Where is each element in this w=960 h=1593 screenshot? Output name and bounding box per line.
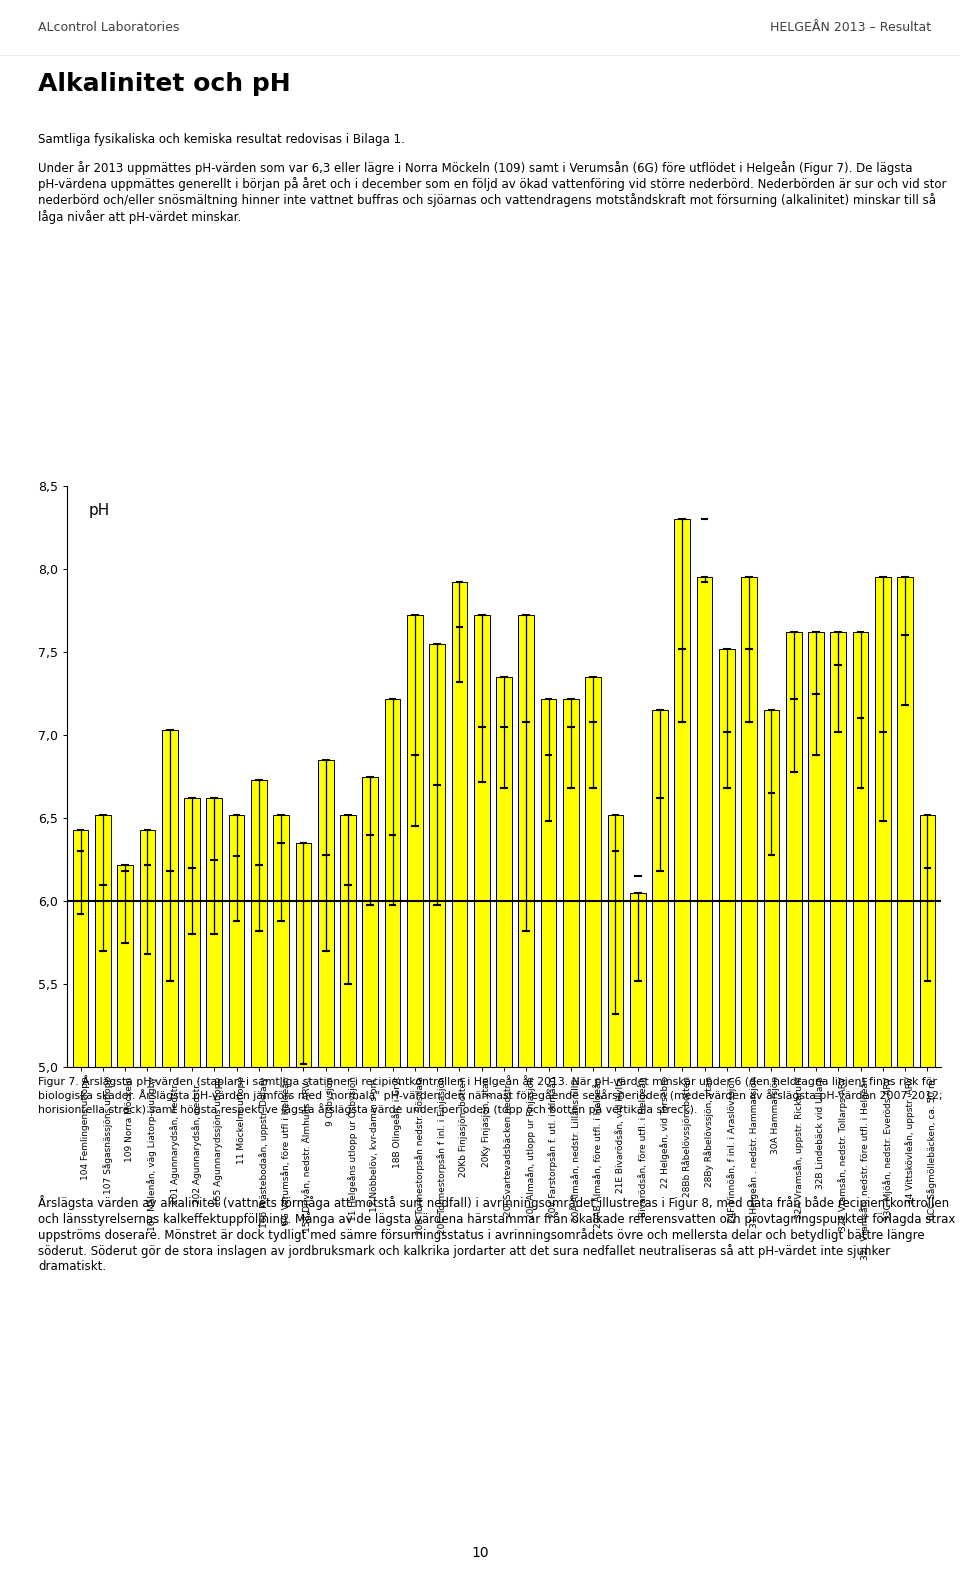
Text: pH: pH xyxy=(89,503,110,518)
Bar xyxy=(252,781,267,1067)
Bar xyxy=(162,730,178,1067)
Bar xyxy=(763,710,780,1067)
Bar xyxy=(274,814,289,1067)
Text: Alkalinitet och pH: Alkalinitet och pH xyxy=(38,72,291,96)
Bar xyxy=(474,615,490,1067)
Bar xyxy=(117,865,132,1067)
Bar xyxy=(95,814,110,1067)
Bar xyxy=(540,698,557,1067)
Text: Under år 2013 uppmättes pH-värden som var 6,3 eller lägre i Norra Möckeln (109) : Under år 2013 uppmättes pH-värden som va… xyxy=(38,161,947,223)
Bar xyxy=(898,577,913,1067)
Bar xyxy=(564,698,579,1067)
Bar xyxy=(318,760,333,1067)
Bar xyxy=(719,648,734,1067)
Bar xyxy=(496,677,512,1067)
Text: Figur 7. Årslägsta pH-värden (staplar) i samtliga stationer i recipientkontrolle: Figur 7. Årslägsta pH-värden (staplar) i… xyxy=(38,1075,943,1115)
Bar xyxy=(786,632,802,1067)
Bar xyxy=(630,892,645,1067)
Bar xyxy=(697,577,712,1067)
Bar xyxy=(876,577,891,1067)
Bar xyxy=(363,776,378,1067)
Bar xyxy=(741,577,756,1067)
Bar xyxy=(451,581,468,1067)
Bar xyxy=(184,798,200,1067)
Bar xyxy=(518,615,534,1067)
Bar xyxy=(407,615,422,1067)
Bar xyxy=(920,814,935,1067)
Bar xyxy=(340,814,356,1067)
Bar xyxy=(296,843,311,1067)
Bar xyxy=(429,644,444,1067)
Text: Samtliga fysikaliska och kemiska resultat redovisas i Bilaga 1.: Samtliga fysikaliska och kemiska resulta… xyxy=(38,132,405,145)
Bar xyxy=(652,710,668,1067)
Bar xyxy=(385,698,400,1067)
Text: 10: 10 xyxy=(471,1547,489,1560)
Bar xyxy=(808,632,824,1067)
Bar xyxy=(228,814,245,1067)
Bar xyxy=(586,677,601,1067)
Bar xyxy=(139,830,156,1067)
Bar xyxy=(608,814,623,1067)
Bar xyxy=(675,519,690,1067)
Bar xyxy=(830,632,846,1067)
Bar xyxy=(73,830,88,1067)
Bar xyxy=(852,632,869,1067)
Text: ALcontrol Laboratories: ALcontrol Laboratories xyxy=(38,21,180,35)
Bar xyxy=(206,798,222,1067)
Text: HELGEÅN 2013 – Resultat: HELGEÅN 2013 – Resultat xyxy=(770,21,931,35)
Text: Årslägsta värden av alkalinitet (vattnets förmåga att motstå surt nedfall) i avr: Årslägsta värden av alkalinitet (vattnet… xyxy=(38,1195,956,1273)
